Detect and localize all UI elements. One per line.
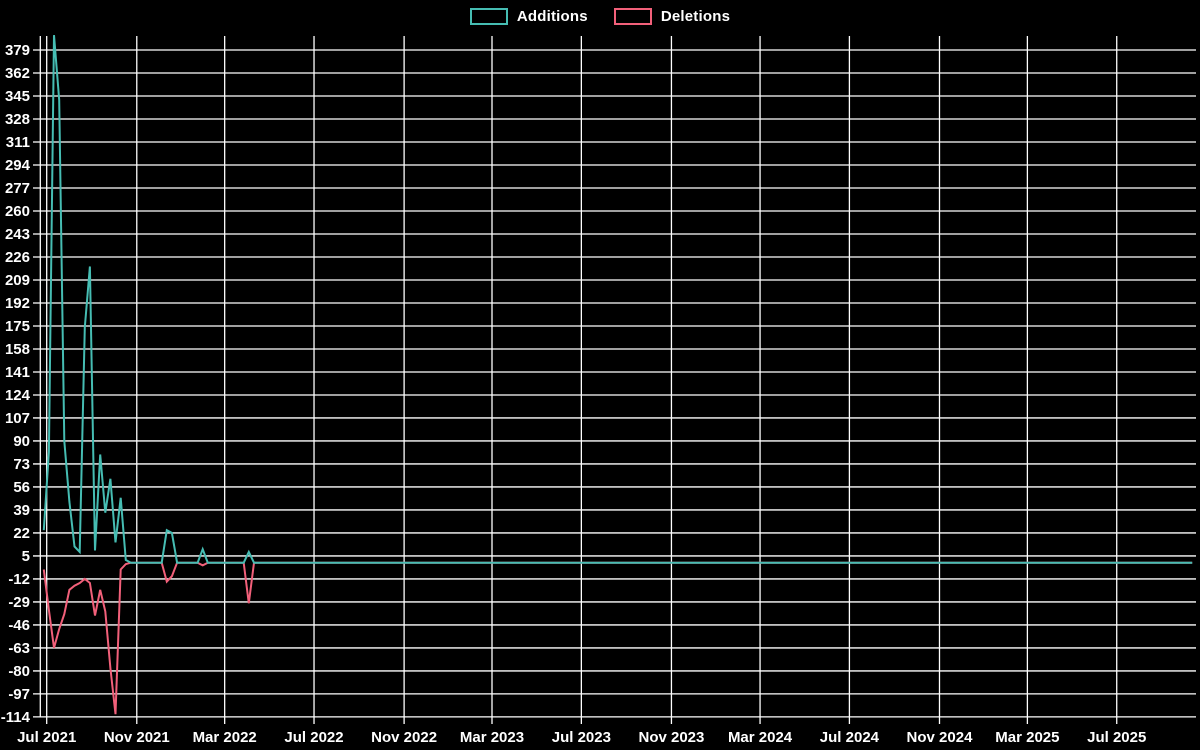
- y-tick-label: 90: [13, 433, 30, 450]
- y-tick-label: 158: [5, 341, 30, 358]
- y-tick-label: 124: [5, 387, 31, 404]
- y-tick-label: 243: [5, 226, 30, 243]
- legend-item-deletions[interactable]: Deletions: [613, 8, 731, 25]
- x-tick-labels: Jul 2021 Nov 2021 Mar 2022 Jul 2022 Nov 2022…: [17, 729, 1146, 746]
- x-tick-label: Nov 2022: [371, 729, 437, 746]
- x-tick-label: Jul 2023: [552, 729, 611, 746]
- x-tick-label: Nov 2023: [638, 729, 704, 746]
- y-tick-label: 226: [5, 249, 30, 266]
- legend-item-additions[interactable]: Additions: [469, 8, 588, 25]
- y-tick-label: 107: [5, 410, 30, 427]
- y-tick-label: -29: [8, 594, 30, 611]
- y-gridlines: [33, 49, 1196, 718]
- y-tick-label: 260: [5, 203, 30, 220]
- legend-label-additions: Additions: [516, 8, 588, 25]
- y-tick-label: -80: [8, 663, 30, 680]
- x-gridlines: [46, 36, 1118, 724]
- x-tick-label: Jul 2024: [820, 729, 880, 746]
- y-tick-label: 56: [13, 479, 30, 496]
- x-tick-label: Jul 2021: [17, 729, 76, 746]
- y-tick-label: 277: [5, 180, 30, 197]
- x-tick-label: Jul 2022: [284, 729, 343, 746]
- y-tick-label: 294: [5, 157, 31, 174]
- x-tick-label: Nov 2024: [907, 729, 974, 746]
- y-tick-label: 362: [5, 65, 30, 82]
- y-tick-label: 175: [5, 318, 30, 335]
- chart-legend: Additions Deletions: [0, 8, 1200, 25]
- x-tick-label: Mar 2022: [193, 729, 257, 746]
- x-tick-label: Mar 2025: [995, 729, 1059, 746]
- y-tick-label: 192: [5, 295, 30, 312]
- x-tick-label: Nov 2021: [104, 729, 170, 746]
- deletions-line: [42, 561, 1193, 715]
- y-tick-label: 22: [13, 525, 30, 542]
- x-tick-label: Mar 2024: [728, 729, 793, 746]
- y-tick-label: -46: [8, 617, 30, 634]
- y-tick-label: 311: [6, 134, 30, 151]
- y-tick-label: -114: [1, 709, 31, 726]
- y-tick-labels: 379 362 345 328 311 294 277 260 243 226 209 192 175 1…: [1, 42, 31, 726]
- additions-line: [42, 35, 1193, 564]
- y-tick-label: 345: [5, 88, 30, 105]
- x-tick-label: Jul 2025: [1087, 729, 1146, 746]
- y-tick-label: 5: [22, 548, 30, 565]
- y-tick-label: 328: [5, 111, 30, 128]
- y-tick-label: 379: [5, 42, 30, 59]
- y-tick-label: 73: [13, 456, 30, 473]
- y-tick-label: -12: [8, 571, 30, 588]
- y-tick-label: 209: [5, 272, 30, 289]
- y-tick-label: 141: [5, 364, 30, 381]
- deletions-swatch-icon: [613, 8, 652, 25]
- y-tick-label: -63: [8, 640, 30, 657]
- x-tick-label: Mar 2023: [460, 729, 524, 746]
- legend-label-deletions: Deletions: [660, 8, 731, 25]
- additions-swatch-icon: [469, 8, 508, 25]
- y-tick-label: -97: [8, 686, 30, 703]
- y-tick-label: 39: [13, 502, 30, 519]
